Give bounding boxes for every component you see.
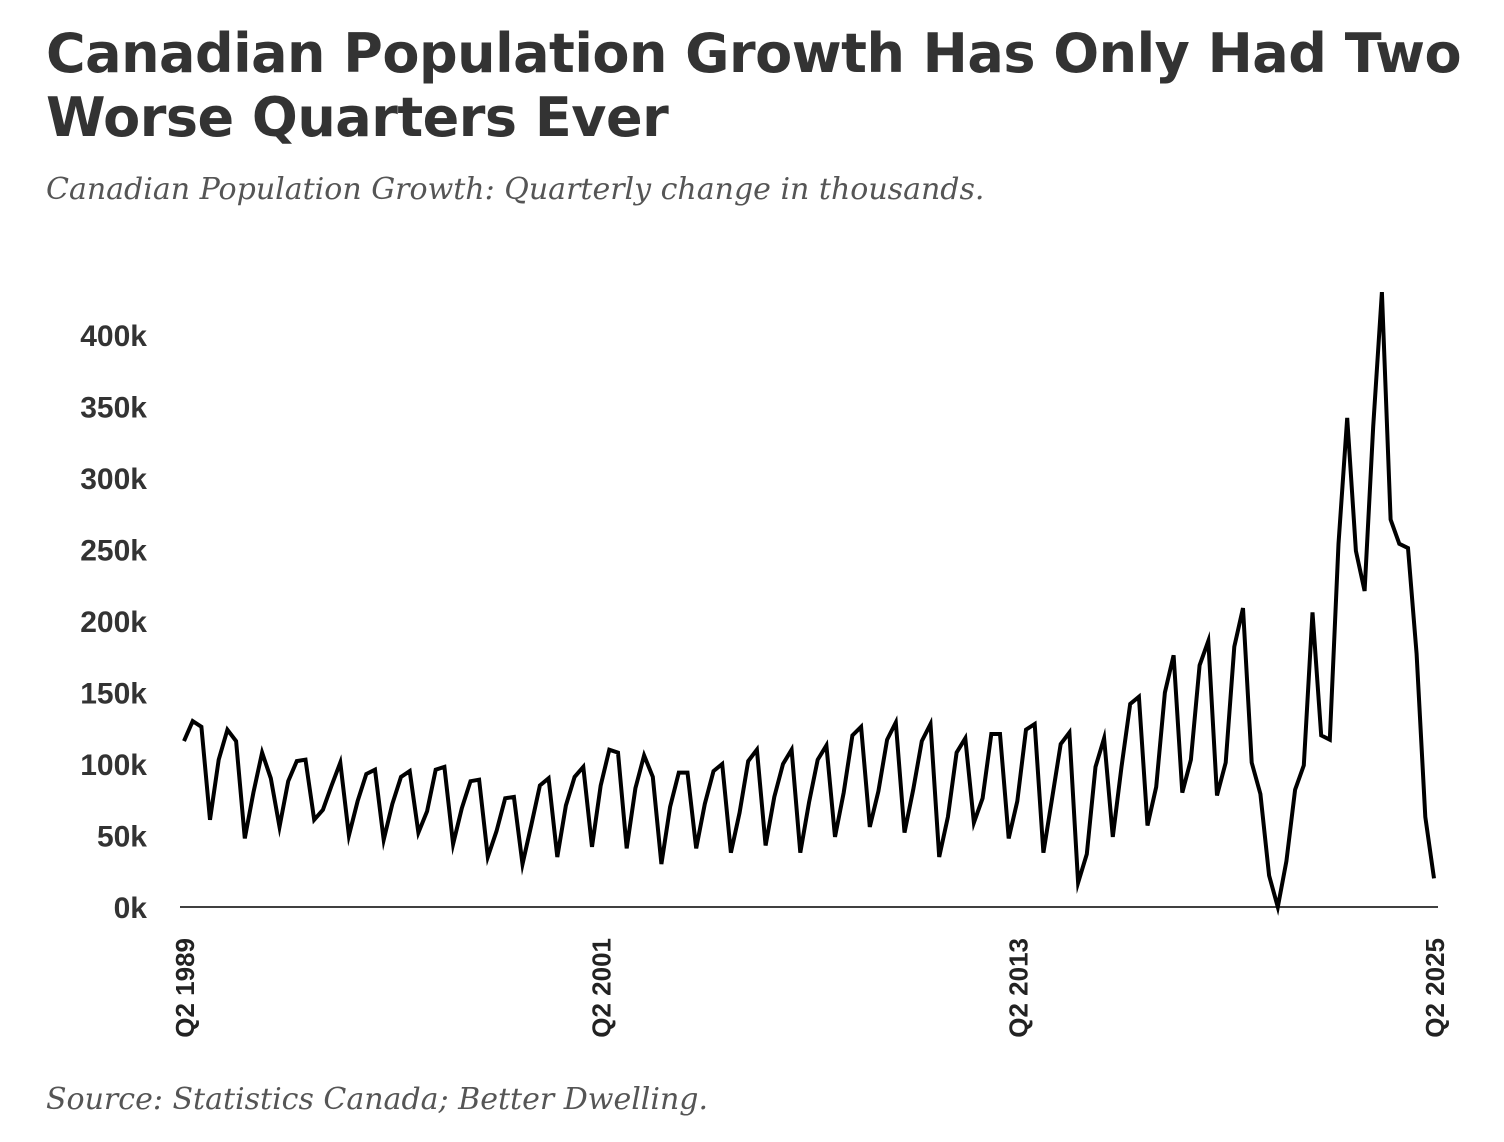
- chart-subtitle: Canadian Population Growth: Quarterly ch…: [46, 172, 985, 207]
- y-tick-label: 400k: [80, 320, 147, 353]
- chart-title: Canadian Population Growth Has Only Had …: [46, 22, 1462, 149]
- y-tick-label: 200k: [80, 606, 147, 639]
- y-tick-label: 300k: [80, 463, 147, 496]
- x-tick-label: Q2 2025: [1420, 938, 1450, 1038]
- y-tick-label: 350k: [80, 392, 147, 425]
- x-axis-ticks: Q2 1989 Q2 2001 Q2 2013 Q2 2025: [170, 938, 1450, 1038]
- y-tick-label: 250k: [80, 535, 147, 568]
- population-growth-line: [182, 291, 1436, 916]
- source-note: Source: Statistics Canada; Better Dwelli…: [46, 1082, 709, 1117]
- x-tick-label: Q2 2013: [1003, 938, 1033, 1038]
- y-tick-label: 50k: [97, 821, 147, 854]
- y-tick-label: 0k: [114, 892, 148, 925]
- y-tick-label: 100k: [80, 749, 147, 782]
- y-tick-label: 150k: [80, 678, 147, 711]
- x-tick-label: Q2 1989: [170, 938, 200, 1038]
- x-tick-label: Q2 2001: [587, 938, 617, 1038]
- y-axis-ticks: 0k 50k 100k 150k 200k 250k 300k 350k 400k: [80, 320, 147, 925]
